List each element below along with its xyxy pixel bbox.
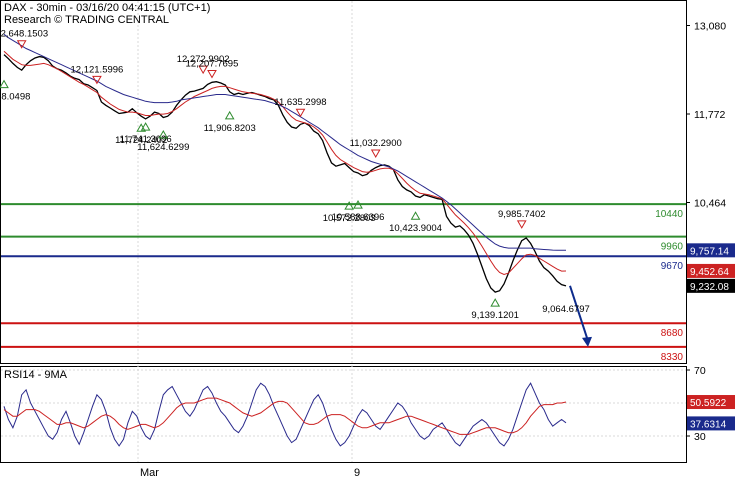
swing-low-marker	[410, 211, 421, 220]
swing-high-marker	[295, 108, 306, 118]
rsi-line	[3, 382, 567, 447]
swing-label: 10,423.9004	[389, 223, 442, 234]
chart-title: DAX - 30min - 03/16/20 04:41:15 (UTC+1)	[4, 2, 210, 14]
level-label: 8680	[661, 328, 684, 339]
price-line	[3, 54, 567, 293]
swing-low-marker	[0, 79, 9, 89]
swing-label: 11,635.2998	[274, 97, 326, 108]
rsi-value-badge-label: 50.5922	[690, 398, 727, 409]
swing-label: 12,121.5996	[71, 64, 124, 75]
swing-label: 11,724.2402	[115, 135, 167, 146]
rsi-tick-label: 70	[694, 365, 706, 377]
swing-label: 12,368.0498	[0, 92, 30, 103]
swing-label: 11,032.2900	[350, 138, 402, 149]
rsi-value-badge	[687, 395, 735, 410]
swing-high-marker	[207, 70, 217, 79]
level-label: 9670	[661, 261, 684, 272]
value-badge-label: 9,452.64	[690, 267, 729, 278]
value-badge	[687, 278, 735, 293]
swing-label: 10,572.2803	[323, 213, 376, 224]
chart-source: Research © TRADING CENTRAL	[4, 14, 169, 26]
x-tick-label: 9	[354, 467, 360, 479]
series-layer	[3, 33, 592, 347]
swing-high-marker	[370, 149, 381, 159]
swing-label: 11,906.8203	[204, 123, 256, 134]
swing-label: 12,648.1503	[0, 29, 48, 40]
swing-low-marker	[224, 110, 235, 120]
value-badge-label: 9,757.14	[690, 246, 729, 257]
swing-label: 12,272.9902	[177, 54, 230, 65]
swing-high-marker	[16, 40, 27, 49]
swing-high-marker	[198, 65, 208, 75]
rsi-ma-line	[3, 397, 567, 435]
rsi-panel-frame	[0, 366, 687, 463]
swing-high-marker	[92, 75, 102, 85]
level-label: 8330	[661, 352, 684, 363]
swing-low-marker	[158, 129, 169, 139]
swing-label: 9,985.7402	[498, 209, 546, 220]
swing-label: 11,741.3096	[120, 134, 172, 145]
swing-label: 10,588.6396	[332, 212, 385, 223]
y-tick-label: 10,464	[694, 198, 726, 210]
y-tick-label: 11,772	[694, 109, 725, 121]
rsi-title: RSI14 - 9MA	[4, 369, 68, 381]
rsi-value-badge-label: 37.6314	[690, 419, 727, 430]
levels-layer: 10440 9960 9670 8680 8330	[1, 203, 686, 363]
main-panel-frame	[0, 0, 687, 364]
swing-high-marker	[516, 220, 527, 229]
level-label: 10440	[655, 209, 683, 220]
grid-layer	[137, 1, 353, 462]
level-label: 9960	[661, 242, 684, 253]
swing-label: 9,139.1201	[471, 310, 519, 321]
forecast-arrow-head	[582, 336, 592, 347]
forecast-arrow-shaft	[569, 285, 589, 342]
x-tick-label: Mar	[140, 467, 159, 479]
swing-label: 12,207.7695	[186, 59, 239, 70]
rsi-value-badge	[687, 416, 735, 431]
swing-label: 9,064.6797	[542, 304, 590, 315]
y-tick-label: 13,080	[694, 21, 726, 33]
value-badge	[687, 263, 735, 278]
axis-layer: 13,080 11,772 10,464 9,757.14 9,452.64 9,232.…	[140, 21, 735, 479]
rsi-tick-label: 30	[694, 431, 706, 443]
ma-fast-line	[3, 50, 567, 276]
swing-low-marker	[353, 200, 363, 209]
value-badge-label: 9,232.08	[690, 282, 729, 293]
value-badge	[687, 243, 735, 258]
swing-label: 11,624.6299	[137, 142, 189, 153]
swing-low-marker	[490, 298, 501, 307]
swing-low-marker	[140, 122, 151, 131]
swing-low-marker	[344, 201, 355, 210]
annotations-layer: 12,648.1503 12,368.0498 12,121.5996 12,272.…	[0, 29, 590, 321]
